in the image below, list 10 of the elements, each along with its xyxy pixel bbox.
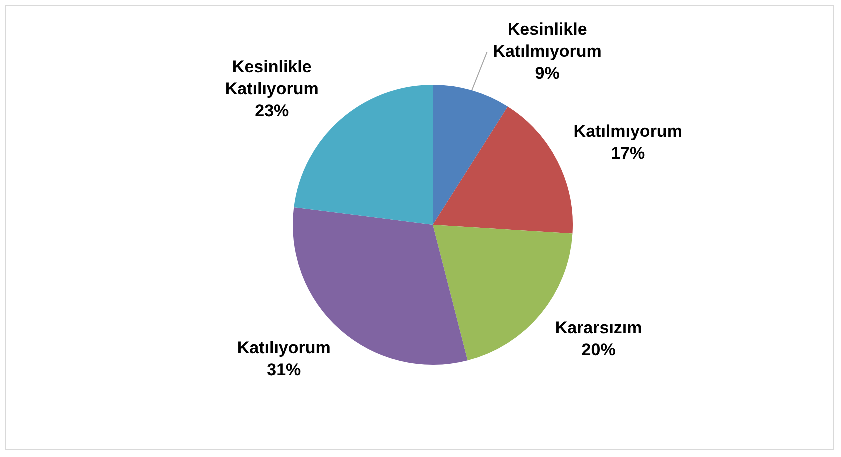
data-label: 20% bbox=[582, 340, 616, 360]
slice-label: Katılıyorum bbox=[237, 338, 331, 358]
slice-label: Kesinlikle Katılmıyorum bbox=[493, 20, 602, 61]
data-label: 17% bbox=[611, 144, 646, 163]
slice-label: Kesinlikle Katılıyorum bbox=[225, 58, 319, 99]
data-label: 9% bbox=[535, 64, 560, 83]
data-label: 31% bbox=[267, 360, 302, 380]
slice-label: Katılmıyorum bbox=[574, 122, 682, 141]
slice-label: Kararsızım bbox=[555, 318, 642, 338]
data-label: 23% bbox=[255, 102, 290, 121]
